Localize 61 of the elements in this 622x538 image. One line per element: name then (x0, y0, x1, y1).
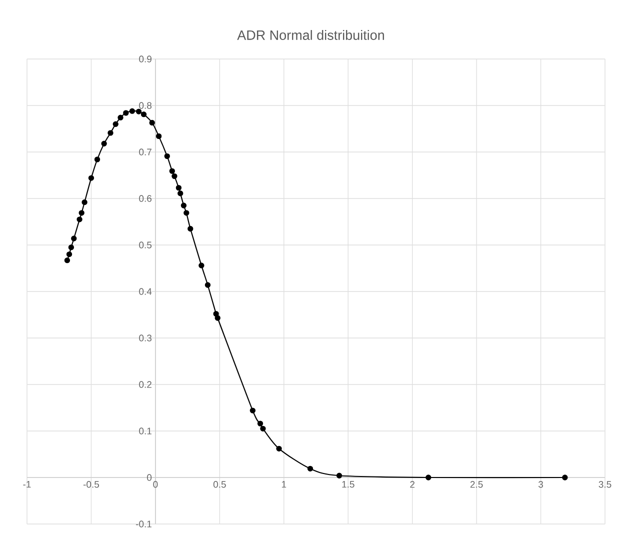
x-tick-label: 2.5 (470, 481, 483, 488)
point (78, 210, 84, 216)
point (64, 258, 70, 264)
point (188, 226, 194, 232)
point (71, 236, 77, 242)
point (176, 184, 182, 191)
y-tick-label: 0.2 (139, 381, 152, 388)
y-tick-label: 0.3 (139, 334, 152, 342)
y-tick-label: -0.1 (136, 520, 152, 528)
point (198, 262, 204, 268)
point (68, 244, 74, 250)
x-tick-label: 2 (410, 481, 415, 488)
point (336, 472, 342, 478)
point (213, 310, 219, 317)
point (276, 446, 282, 452)
point (149, 120, 155, 126)
point (260, 426, 266, 432)
chart-title: ADR Normal distribuition (237, 30, 384, 40)
point (101, 140, 107, 146)
point (164, 153, 170, 160)
point (184, 210, 190, 216)
point (76, 216, 82, 222)
point (257, 420, 264, 426)
point (123, 110, 129, 116)
x-tick-label: -1 (23, 481, 31, 488)
point (140, 111, 147, 118)
y-tick-label: 0.9 (139, 56, 152, 62)
x-tick-label: 3 (538, 481, 543, 488)
point (129, 108, 136, 114)
point (156, 133, 162, 140)
x-tick-label: -0.5 (83, 481, 100, 488)
point (178, 190, 184, 196)
point (562, 474, 568, 480)
point (108, 130, 114, 136)
point (307, 466, 314, 472)
point (426, 474, 432, 480)
point (66, 251, 72, 258)
point (180, 202, 187, 208)
y-tick-label: 0.8 (139, 102, 152, 109)
point (169, 168, 175, 174)
x-tick-label: 1 (282, 481, 286, 488)
y-tick-label: 0 (147, 474, 152, 481)
y-tick-label: 0.4 (139, 288, 152, 295)
y-tick-label: 0.7 (139, 148, 152, 156)
point (112, 121, 118, 127)
x-tick-label: 0 (153, 481, 158, 488)
point (214, 315, 220, 321)
point (88, 175, 94, 181)
y-tick-label: 0.6 (139, 195, 152, 202)
x-tick-label: 1.5 (342, 481, 354, 488)
y-tick-label: 0.1 (139, 428, 152, 434)
x-tick-label: 0.5 (213, 481, 226, 488)
point (136, 108, 142, 114)
point (172, 173, 178, 180)
y-tick-label: 0.5 (139, 242, 152, 248)
point (94, 156, 100, 162)
point (250, 408, 256, 414)
point (82, 199, 88, 206)
point (118, 114, 124, 120)
point (204, 282, 211, 288)
x-tick-label: 3.5 (598, 481, 612, 488)
